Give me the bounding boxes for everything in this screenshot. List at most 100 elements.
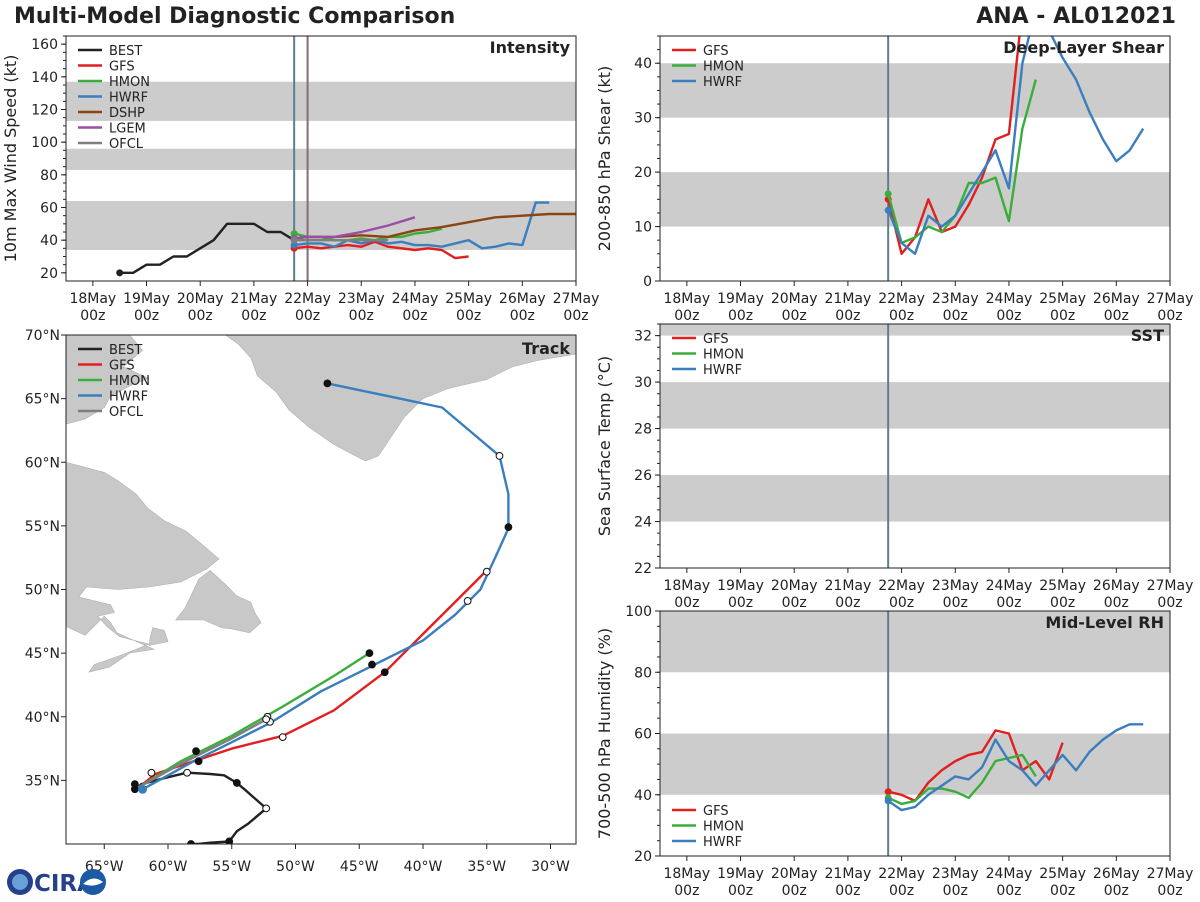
rh-ytick-label: 80 — [634, 665, 652, 681]
intensity-xtick-label: 21May — [231, 291, 278, 307]
sst-ylabel: Sea Surface Temp (°C) — [595, 356, 614, 536]
cira-logo: CIRA — [7, 869, 106, 897]
sst-xtick-label: 00z — [835, 595, 860, 611]
shear-xtick-label: 00z — [889, 308, 914, 324]
sst-ytick-label: 24 — [634, 515, 652, 531]
sst-xtick-label: 22May — [878, 578, 925, 594]
rh-ytick-label: 100 — [625, 604, 652, 620]
intensity-ytick-label: 120 — [31, 103, 58, 119]
sst-xtick-label: 00z — [728, 595, 753, 611]
rh-xtick-label: 27May — [1147, 866, 1194, 882]
shear-title: Deep-Layer Shear — [1003, 38, 1164, 57]
shear-legend-label-hwrf: HWRF — [703, 75, 742, 90]
rh-xtick-label: 25May — [1039, 866, 1086, 882]
rh-legend-label-gfs: GFS — [703, 804, 729, 819]
shear-xtick-label: 00z — [674, 308, 699, 324]
logo-wave-icon — [83, 878, 103, 886]
intensity-xtick-label: 00z — [510, 308, 535, 324]
rh-xtick-label: 24May — [986, 866, 1033, 882]
track-marker-hwrf — [147, 768, 156, 777]
track-marker-gfs — [278, 733, 287, 742]
shear-ytick-label: 10 — [634, 220, 652, 236]
shear-xtick-label: 18May — [663, 291, 710, 307]
sst-xtick-label: 24May — [986, 578, 1033, 594]
storm-id: ANA - AL012021 — [976, 4, 1176, 29]
track-ytick-label: 60°N — [25, 455, 60, 471]
intensity-series-hwrf — [294, 201, 550, 250]
sst-band — [660, 382, 1170, 429]
intensity-panel — [61, 35, 577, 286]
shear-xtick-label: 23May — [932, 291, 979, 307]
shear-start-marker-hmon — [884, 190, 892, 198]
intensity-xtick-label: 22May — [284, 291, 331, 307]
intensity-ytick-label: 40 — [40, 233, 58, 249]
sst-xtick-label: 00z — [674, 595, 699, 611]
shear-xtick-label: 20May — [771, 291, 818, 307]
track-marker-gfs — [194, 757, 203, 766]
intensity-legend-label-hwrf: HWRF — [109, 91, 148, 106]
shear-xtick-label: 00z — [1157, 308, 1182, 324]
shear-ytick-label: 20 — [634, 165, 652, 181]
rh-xtick-label: 00z — [1050, 883, 1075, 899]
sst-xtick-label: 00z — [996, 595, 1021, 611]
intensity-start-marker-hmon — [290, 230, 298, 238]
sst-xtick-label: 23May — [932, 578, 979, 594]
track-marker-hmon — [192, 747, 200, 756]
rh-xtick-label: 00z — [782, 883, 807, 899]
sst-ytick-label: 28 — [634, 422, 652, 438]
cape-breton-land — [148, 627, 169, 646]
rh-xtick-label: 00z — [996, 883, 1021, 899]
shear-series-hmon — [887, 79, 1037, 245]
track-series-ofcl — [134, 718, 267, 791]
track-marker-ofcl — [130, 785, 139, 794]
rh-xtick-label: 26May — [1093, 866, 1140, 882]
intensity-legend-label-dshp: DSHP — [109, 106, 145, 121]
shear-ytick-label: 30 — [634, 111, 652, 127]
intensity-title: Intensity — [490, 38, 571, 57]
track-xtick-label: 55°W — [212, 859, 251, 875]
sst-xtick-label: 00z — [943, 595, 968, 611]
track-marker-best — [262, 804, 271, 813]
sst-legend-label-gfs: GFS — [703, 332, 729, 347]
shear-xtick-label: 00z — [1050, 308, 1075, 324]
track-xtick-label: 35°W — [467, 859, 506, 875]
sst-legend-label-hwrf: HWRF — [703, 363, 742, 378]
shear-xtick-label: 25May — [1039, 291, 1086, 307]
globe-inner — [12, 874, 28, 890]
track-marker-hwrf — [368, 660, 376, 669]
intensity-start-marker-hwrf — [290, 241, 298, 249]
intensity-xtick-label: 00z — [241, 308, 266, 324]
sst-legend-label-hmon: HMON — [703, 348, 744, 363]
rh-xtick-label: 20May — [771, 866, 818, 882]
track-legend-label-hwrf: HWRF — [109, 390, 148, 405]
track-marker-best — [183, 768, 192, 777]
shear-xtick-label: 00z — [996, 308, 1021, 324]
sst-xtick-label: 00z — [889, 595, 914, 611]
intensity-legend-label-gfs: GFS — [109, 60, 135, 75]
shear-xtick-label: 00z — [782, 308, 807, 324]
rh-band — [660, 733, 1170, 795]
intensity-xtick-label: 00z — [349, 308, 374, 324]
shear-band — [660, 172, 1170, 227]
sst-xtick-label: 00z — [1050, 595, 1075, 611]
shear-legend-label-gfs: GFS — [703, 44, 729, 59]
intensity-ytick-label: 80 — [40, 168, 58, 184]
intensity-band — [66, 148, 576, 170]
rh-xtick-label: 00z — [835, 883, 860, 899]
intensity-start-marker-best — [116, 269, 124, 277]
track-marker-best — [232, 779, 241, 787]
sst-xtick-label: 00z — [1157, 595, 1182, 611]
shear-xtick-label: 19May — [717, 291, 764, 307]
rh-xtick-label: 19May — [717, 866, 764, 882]
track-xtick-label: 45°W — [340, 859, 379, 875]
rh-xtick-label: 23May — [932, 866, 979, 882]
rh-ytick-label: 60 — [634, 727, 652, 743]
track-series-best — [133, 771, 268, 844]
rh-xtick-label: 00z — [889, 883, 914, 899]
intensity-xtick-label: 00z — [134, 308, 159, 324]
sst-xtick-label: 26May — [1093, 578, 1140, 594]
intensity-xtick-label: 20May — [177, 291, 224, 307]
intensity-xtick-label: 00z — [188, 308, 213, 324]
shear-xtick-label: 00z — [1104, 308, 1129, 324]
